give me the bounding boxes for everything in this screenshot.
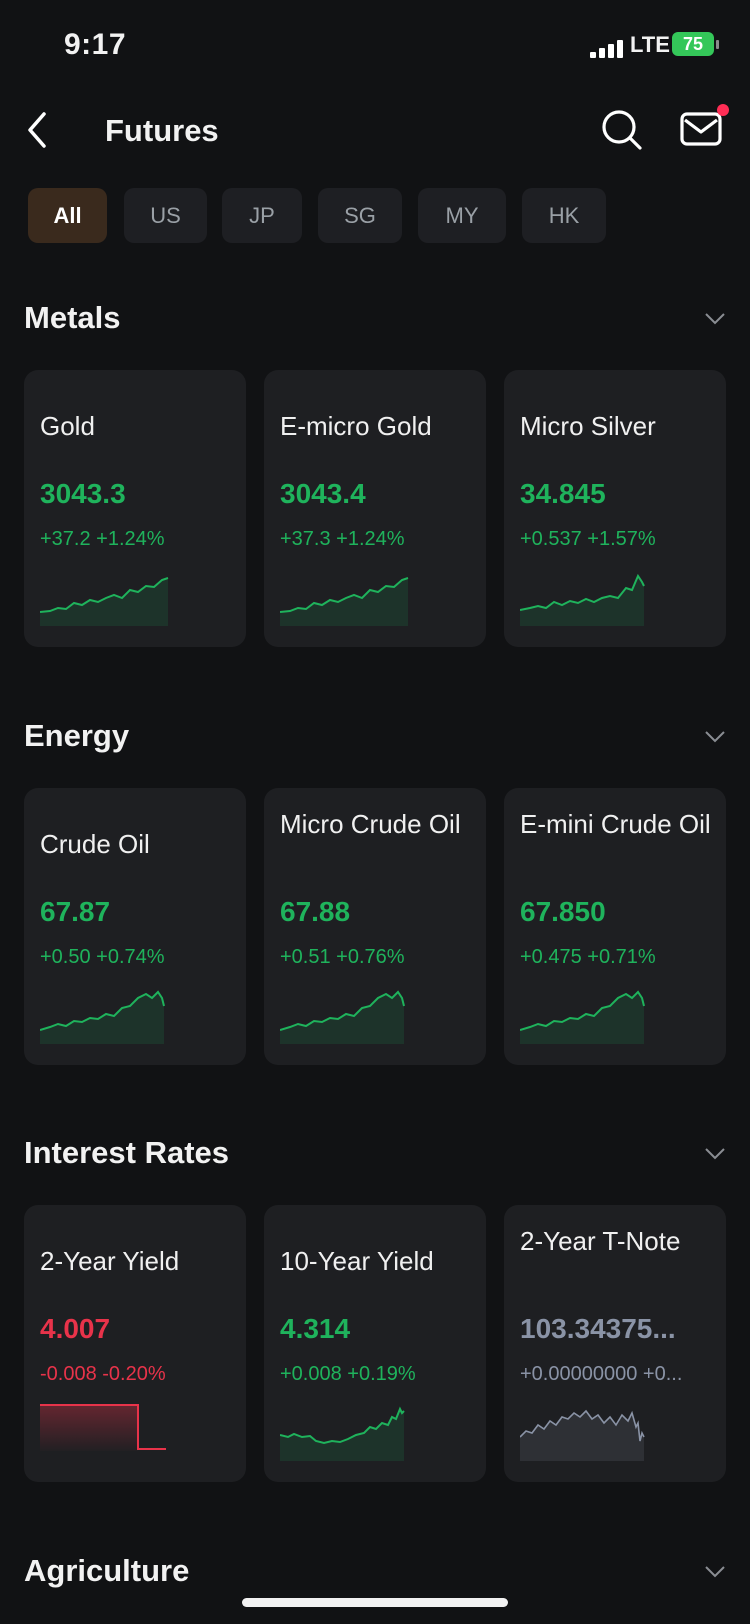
card-name: Gold bbox=[40, 411, 95, 441]
home-indicator[interactable] bbox=[242, 1598, 508, 1607]
card-change: +0.537 +1.57% bbox=[520, 528, 656, 550]
card-price: 4.314 bbox=[280, 1313, 351, 1344]
futures-card-micro-silver[interactable]: Micro Silver 34.845 +0.537 +1.57% bbox=[504, 370, 726, 647]
tab-hk[interactable]: HK bbox=[522, 188, 606, 243]
page-title: Futures bbox=[105, 113, 219, 148]
mail-icon[interactable] bbox=[678, 108, 726, 152]
sparkline-chart bbox=[520, 990, 645, 1044]
sparkline-chart bbox=[520, 573, 645, 626]
status-time: 9:17 bbox=[64, 28, 127, 61]
sparkline-chart bbox=[280, 990, 405, 1044]
sparkline-chart bbox=[40, 577, 169, 626]
card-change: +0.51 +0.76% bbox=[280, 946, 405, 968]
card-change: +0.008 +0.19% bbox=[280, 1363, 416, 1385]
tab-my[interactable]: MY bbox=[418, 188, 506, 243]
futures-card-2-year-t-note[interactable]: 2-Year T-Note 103.34375... +0.00000000 +… bbox=[504, 1205, 726, 1482]
chevron-down-icon[interactable] bbox=[704, 730, 726, 744]
section-title-energy: Energy bbox=[24, 718, 130, 753]
card-price: 3043.3 bbox=[40, 478, 126, 509]
card-price: 3043.4 bbox=[280, 478, 366, 509]
signal-icon bbox=[590, 40, 626, 58]
tab-sg[interactable]: SG bbox=[318, 188, 402, 243]
card-name: 2-Year T-Note bbox=[520, 1226, 681, 1256]
tab-us[interactable]: US bbox=[124, 188, 207, 243]
card-price: 67.87 bbox=[40, 896, 111, 927]
section-title-interest-rates: Interest Rates bbox=[24, 1135, 230, 1170]
futures-card-gold[interactable]: Gold 3043.3 +37.2 +1.24% bbox=[24, 370, 246, 647]
sparkline-chart bbox=[40, 1404, 166, 1451]
card-price: 67.88 bbox=[280, 896, 351, 927]
card-change: +0.475 +0.71% bbox=[520, 946, 656, 968]
card-name: E-micro Gold bbox=[280, 411, 432, 441]
card-name: Micro Crude Oil bbox=[280, 809, 461, 839]
card-change: +37.2 +1.24% bbox=[40, 528, 165, 550]
card-price: 103.34375... bbox=[520, 1313, 676, 1344]
card-change: +0.50 +0.74% bbox=[40, 946, 165, 968]
futures-card-e-micro-gold[interactable]: E-micro Gold 3043.4 +37.3 +1.24% bbox=[264, 370, 486, 647]
futures-card-e-mini-crude-oil[interactable]: E-mini Crude Oil 67.850 +0.475 +0.71% bbox=[504, 788, 726, 1065]
status-bar: 9:17 LTE 75 bbox=[0, 0, 750, 90]
back-chevron-icon[interactable] bbox=[20, 110, 60, 150]
futures-card-micro-crude-oil[interactable]: Micro Crude Oil 67.88 +0.51 +0.76% bbox=[264, 788, 486, 1065]
chevron-down-icon[interactable] bbox=[704, 312, 726, 326]
chevron-down-icon[interactable] bbox=[704, 1565, 726, 1579]
card-name: E-mini Crude Oil bbox=[520, 809, 711, 839]
card-change: +0.00000000 +0... bbox=[520, 1363, 683, 1385]
battery-icon: 75 bbox=[672, 32, 719, 56]
card-price: 67.850 bbox=[520, 896, 606, 927]
card-name: 2-Year Yield bbox=[40, 1246, 180, 1276]
card-change: +37.3 +1.24% bbox=[280, 528, 405, 550]
futures-card-2-year-yield[interactable]: 2-Year Yield 4.007 -0.008 -0.20% bbox=[24, 1205, 246, 1482]
section-title-agriculture: Agriculture bbox=[24, 1553, 190, 1588]
futures-card-crude-oil[interactable]: Crude Oil 67.87 +0.50 +0.74% bbox=[24, 788, 246, 1065]
sparkline-chart bbox=[40, 990, 165, 1044]
card-name: 10-Year Yield bbox=[280, 1246, 434, 1276]
sparkline-chart bbox=[520, 1409, 645, 1461]
search-icon[interactable] bbox=[600, 108, 644, 152]
card-change: -0.008 -0.20% bbox=[40, 1363, 166, 1385]
card-name: Micro Silver bbox=[520, 411, 656, 441]
card-name: Crude Oil bbox=[40, 829, 150, 859]
tab-all[interactable]: All bbox=[28, 188, 107, 243]
sparkline-chart bbox=[280, 577, 409, 626]
card-price: 4.007 bbox=[40, 1313, 111, 1344]
sparkline-chart bbox=[280, 1406, 405, 1461]
futures-card-10-year-yield[interactable]: 10-Year Yield 4.314 +0.008 +0.19% bbox=[264, 1205, 486, 1482]
notification-dot bbox=[717, 104, 729, 116]
network-label: LTE bbox=[630, 32, 670, 57]
tab-jp[interactable]: JP bbox=[222, 188, 302, 243]
card-price: 34.845 bbox=[520, 478, 606, 509]
section-title-metals: Metals bbox=[24, 300, 121, 335]
top-nav: Futures bbox=[0, 96, 750, 166]
chevron-down-icon[interactable] bbox=[704, 1147, 726, 1161]
